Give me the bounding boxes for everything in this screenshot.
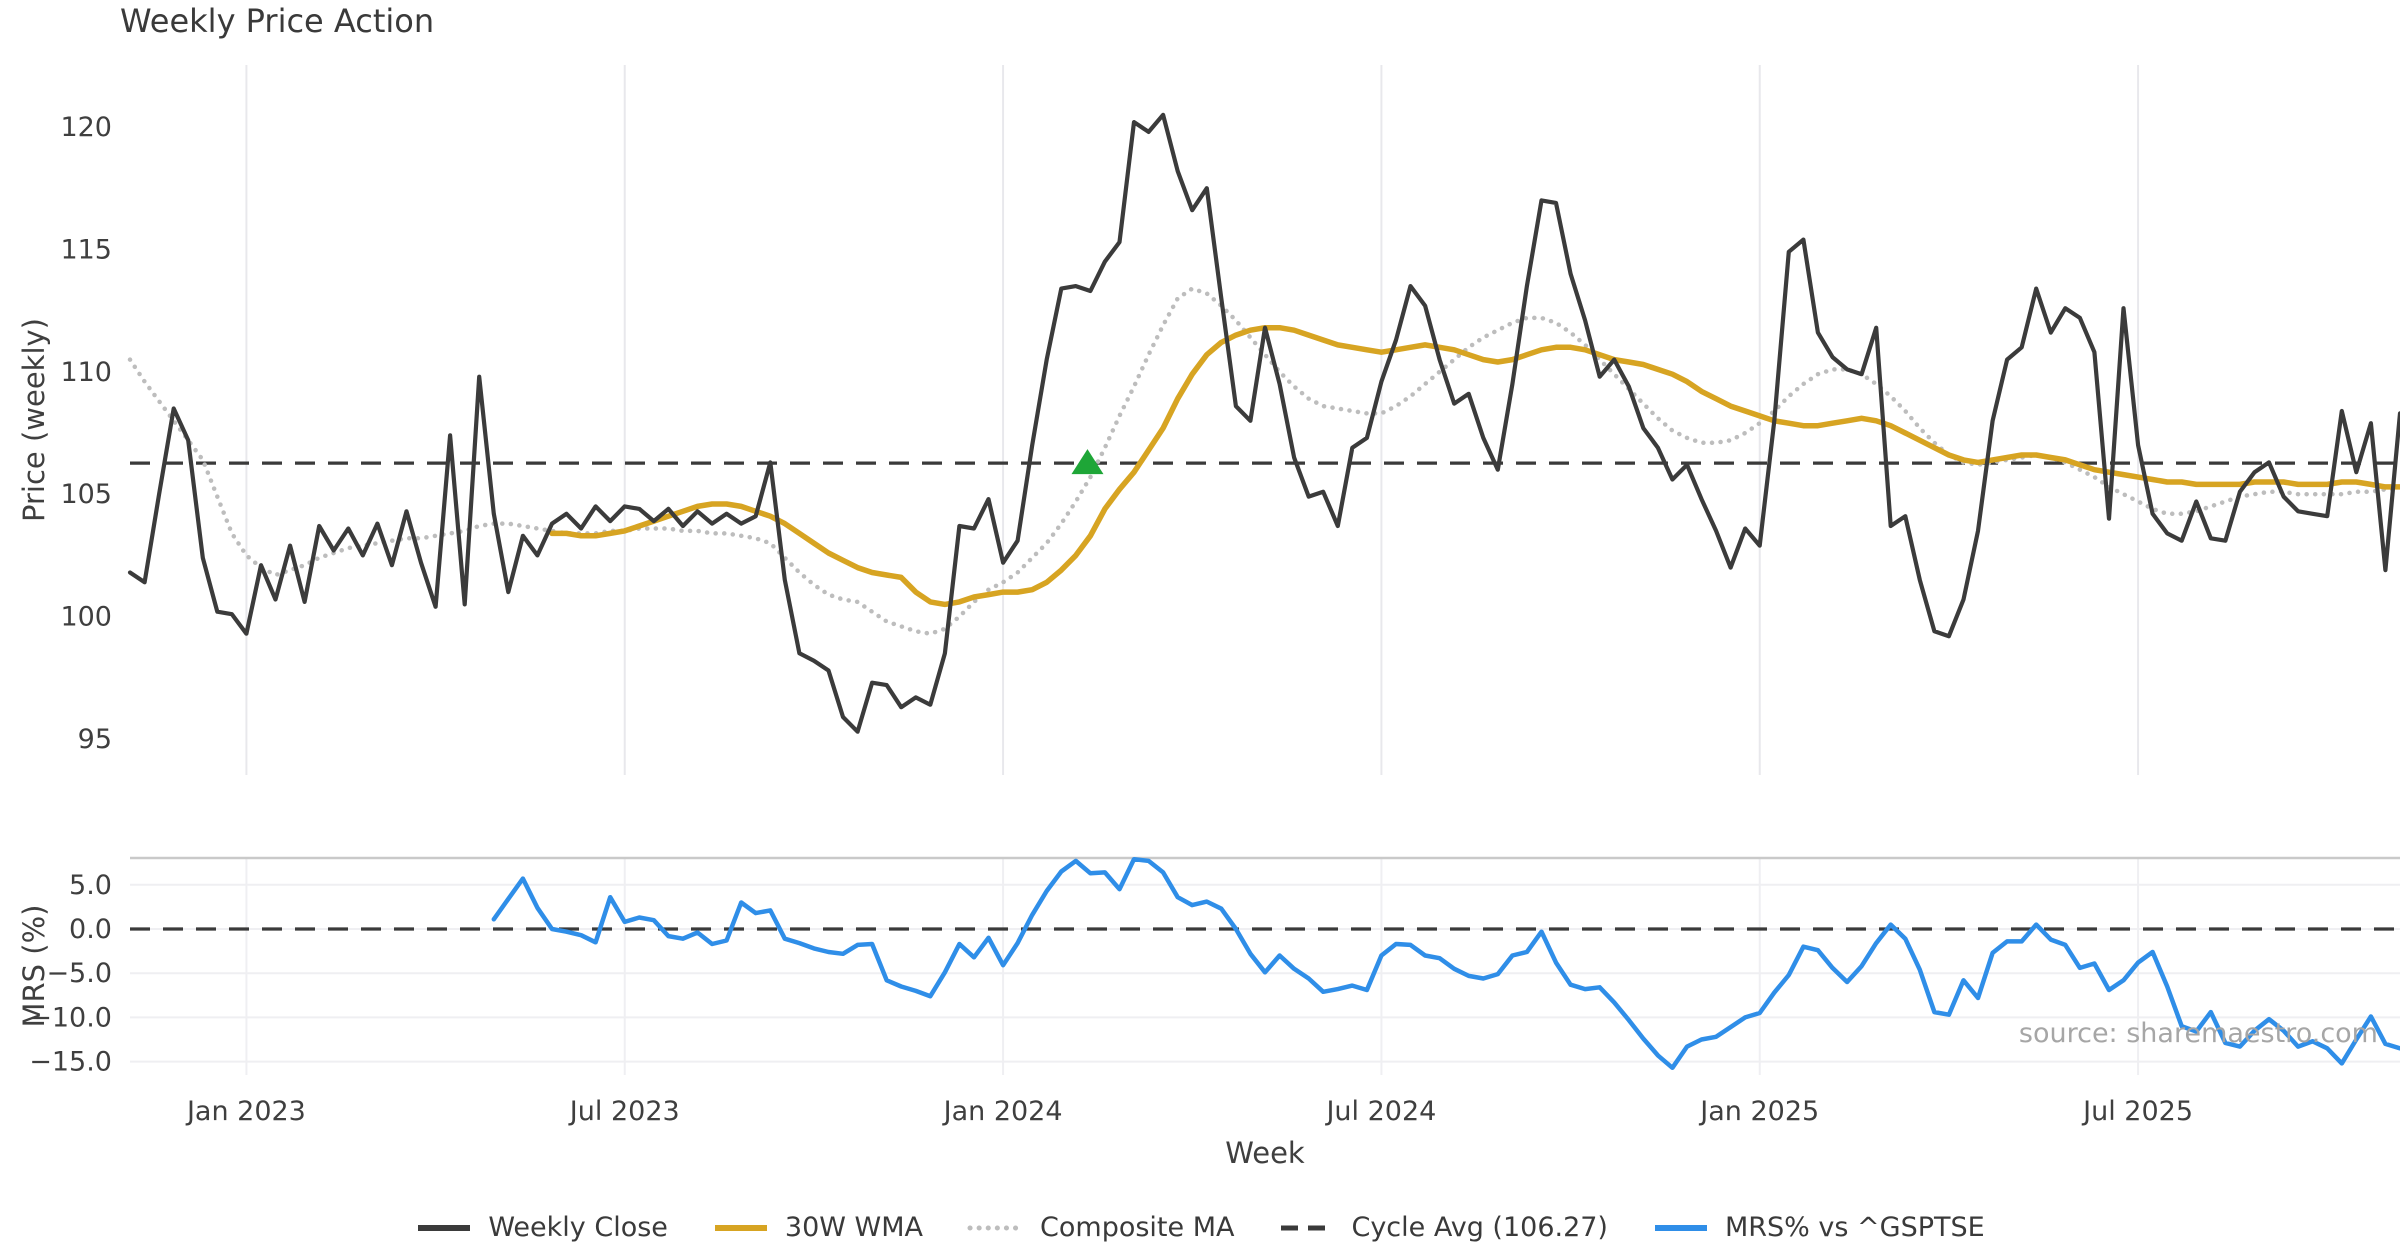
- legend-item-30w-wma: 30W WMA: [712, 1212, 923, 1243]
- legend-swatch-cycle-avg-106-27-icon: [1281, 1225, 1334, 1230]
- legend-item-mrs-vs-gsptse: MRS% vs ^GSPTSE: [1652, 1212, 1985, 1243]
- price-tick-label: 105: [60, 479, 112, 510]
- x-tick-label: Jan 2024: [942, 1096, 1063, 1127]
- legend-label-cycle-avg-106-27: Cycle Avg (106.27): [1351, 1212, 1608, 1243]
- x-tick-label: Jul 2023: [568, 1096, 680, 1127]
- mrs-tick-label: −10.0: [29, 1002, 112, 1033]
- price-tick-label: 95: [78, 724, 112, 755]
- series-30w-wma: [549, 324, 2400, 608]
- legend-item-composite-ma: Composite MA: [967, 1212, 1234, 1243]
- legend-label-weekly-close: Weekly Close: [488, 1212, 668, 1243]
- legend-label-composite-ma: Composite MA: [1040, 1212, 1235, 1243]
- legend-item-cycle-avg-106-27: Cycle Avg (106.27): [1278, 1212, 1608, 1243]
- legend-label-mrs-vs-gsptse: MRS% vs ^GSPTSE: [1724, 1212, 1985, 1243]
- series-mrs-vs-gsptse: [491, 856, 2400, 1071]
- mrs-axis-label: MRS (%): [17, 904, 51, 1028]
- legend-item-weekly-close: Weekly Close: [415, 1212, 668, 1243]
- legend-swatch-mrs-vs-gsptse-icon: [1654, 1224, 1707, 1231]
- legend-label-30w-wma: 30W WMA: [784, 1212, 924, 1243]
- price-tick-label: 120: [60, 112, 112, 143]
- mrs-tick-label: 0.0: [69, 914, 112, 945]
- chart-title: Weekly Price Action: [120, 2, 435, 40]
- legend-swatch-weekly-close-icon: [418, 1224, 471, 1231]
- price-tick-label: 115: [60, 234, 112, 265]
- price-tick-label: 100: [60, 602, 112, 633]
- legend-swatch-composite-ma-icon: [967, 1225, 1025, 1230]
- x-tick-label: Jul 2024: [1324, 1096, 1436, 1127]
- x-tick-label: Jan 2025: [1698, 1096, 1819, 1127]
- legend-swatch-30w-wma-icon: [714, 1224, 767, 1231]
- price-axis-label: Price (weekly): [17, 317, 51, 523]
- x-axis-label: Week: [1225, 1136, 1305, 1170]
- buy-signal-marker: [1071, 449, 1104, 475]
- x-tick-label: Jul 2025: [2081, 1096, 2193, 1127]
- chart-legend: Weekly Close 30W WMA Composite MA Cycle Avg…: [0, 1212, 2400, 1243]
- price-tick-label: 110: [60, 357, 112, 388]
- x-tick-label: Jan 2023: [185, 1096, 306, 1127]
- mrs-tick-label: 5.0: [69, 870, 112, 901]
- source-watermark: source: sharemaestro.com: [2018, 1018, 2378, 1049]
- mrs-tick-label: −5.0: [46, 958, 112, 989]
- mrs-tick-label: −15.0: [29, 1047, 112, 1078]
- series-weekly-close: [127, 112, 2400, 734]
